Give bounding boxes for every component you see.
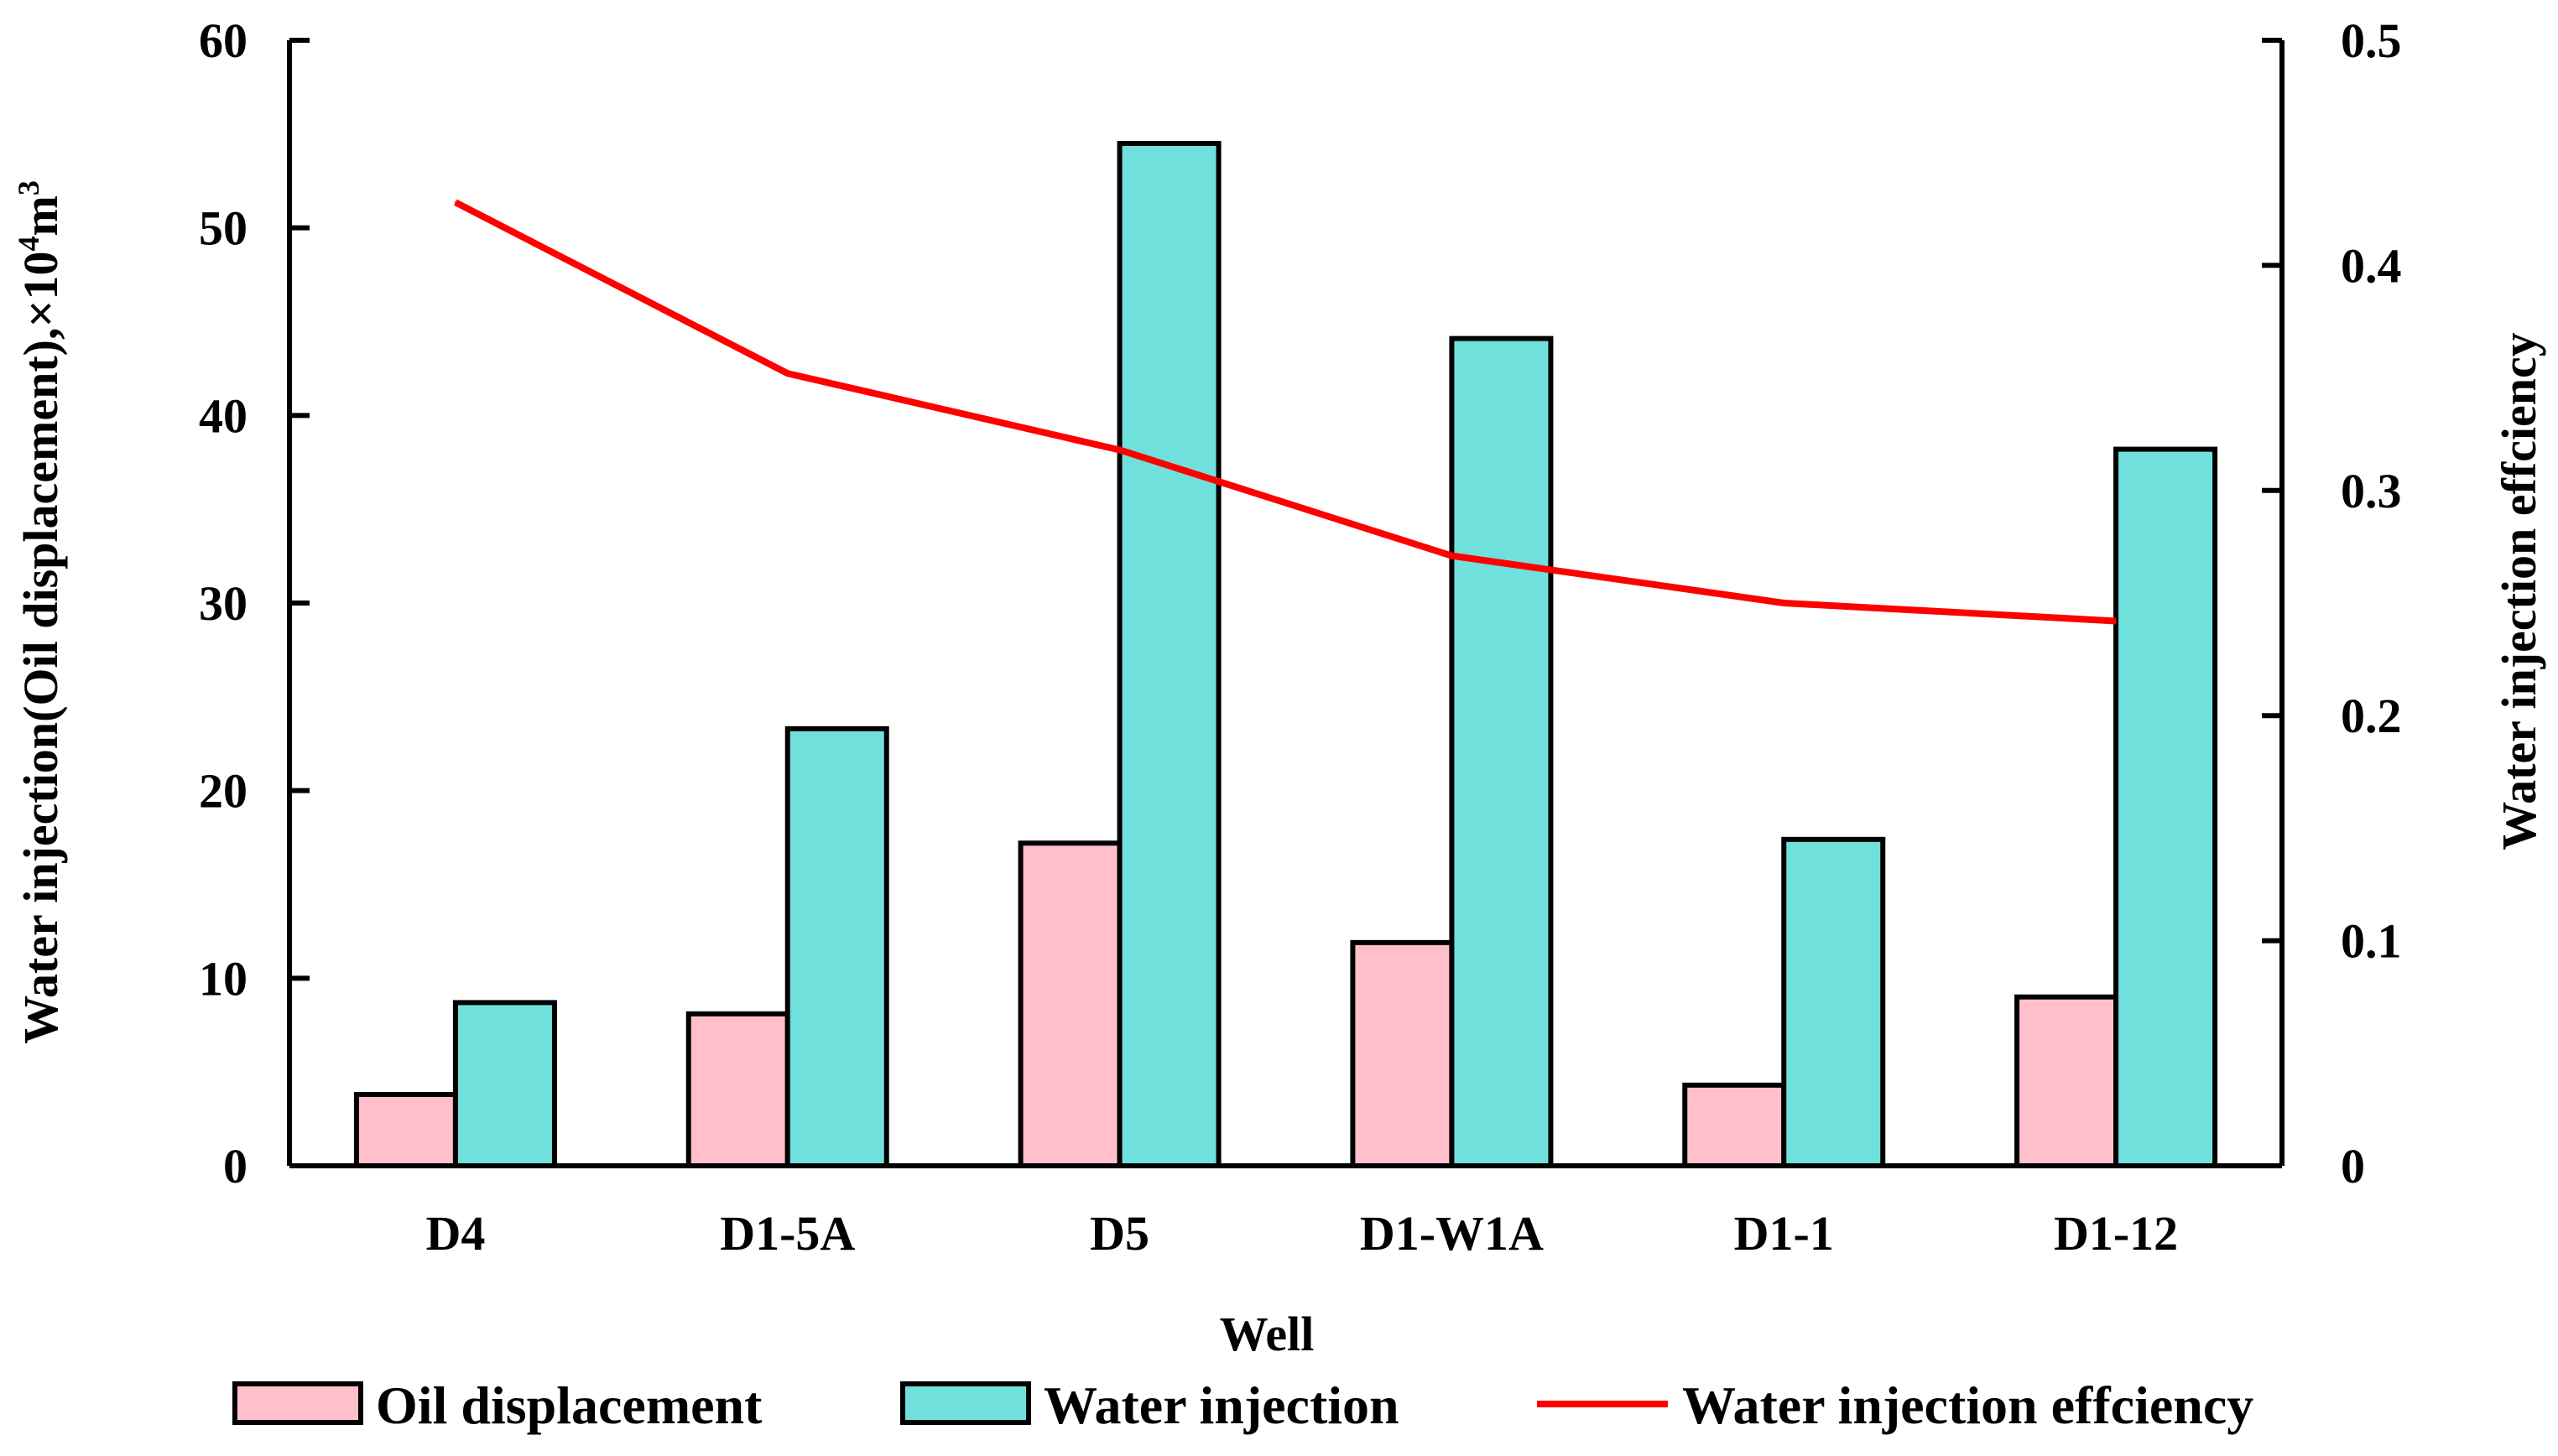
y-axis-title: Water injection(Oil displacement),×104m3 — [12, 180, 68, 1044]
labels-layer: D4 D1-5A D5 D1-W1A D1-1 D1-12 0 10 20 30 40 50 60 0 0.… — [199, 13, 2402, 1261]
series-line-water-injection-effciency — [454, 199, 2117, 625]
x-tick-label: D4 — [425, 1206, 485, 1261]
y2-tick-label: 0.1 — [2341, 914, 2402, 969]
x-tick-label: D1-W1A — [1360, 1206, 1544, 1261]
bars-layer — [353, 141, 2218, 1169]
y-tick-label: 40 — [199, 388, 247, 443]
bar-oil-displacement-d1-12 — [2014, 994, 2119, 1168]
series-point-water-injection-effciency — [1451, 554, 1453, 557]
y-axis-title-unit-sup: 3 — [12, 180, 45, 195]
bar-oil-displacement-d4 — [353, 1092, 458, 1169]
x-tick-label: D1-1 — [1734, 1206, 1834, 1261]
bar-oil-displacement-d1-w1a — [1350, 939, 1455, 1168]
bar-water-injection-d5 — [1117, 141, 1222, 1168]
series-point-water-injection-effciency — [2115, 620, 2118, 622]
y-tick-label: 20 — [199, 764, 247, 819]
legend-swatch-water-injection — [900, 1381, 1031, 1425]
bar-water-injection-d1-5a — [784, 725, 889, 1168]
bar-water-injection-d1-w1a — [1449, 335, 1554, 1168]
y2-axis-title: Water injection effciency — [2492, 332, 2546, 850]
y-tick-label: 0 — [223, 1139, 247, 1193]
legend: Oil displacement Water injection Water i… — [232, 1375, 2253, 1435]
y2-tick-label: 0.3 — [2341, 464, 2402, 518]
axes-layer — [287, 38, 2284, 1168]
bar-oil-displacement-d1-5a — [685, 1011, 790, 1168]
legend-label-water-injection-effciency: Water injection effciency — [1682, 1375, 2253, 1435]
y-tick-label: 50 — [199, 201, 247, 256]
y-axis-title-main: Water injection(Oil displacement),×10 — [13, 251, 68, 1043]
y-tick-label: 10 — [199, 951, 247, 1006]
y2-tick-label: 0.4 — [2341, 238, 2402, 293]
bar-oil-displacement-d5 — [1018, 840, 1123, 1168]
x-tick-label: D1-12 — [2054, 1206, 2178, 1261]
x-tick-label: D5 — [1090, 1206, 1149, 1261]
x-tick-label: D1-5A — [720, 1206, 855, 1261]
y2-tick-label: 0 — [2341, 1139, 2365, 1193]
series-point-water-injection-effciency — [1118, 449, 1121, 451]
bar-water-injection-d1-12 — [2113, 446, 2218, 1168]
legend-label-oil-displacement: Oil displacement — [376, 1375, 763, 1435]
series-point-water-injection-effciency — [1783, 602, 1785, 604]
bar-water-injection-d1-1 — [1781, 836, 1886, 1168]
y-tick-label: 30 — [199, 576, 247, 631]
series-point-water-injection-effciency — [454, 201, 456, 204]
y-axis-title-unit: m — [13, 195, 68, 236]
y2-tick-label: 0.2 — [2341, 689, 2402, 743]
legend-swatch-oil-displacement — [232, 1381, 363, 1425]
bar-water-injection-d4 — [452, 1000, 557, 1169]
bar-oil-displacement-d1-1 — [1682, 1082, 1787, 1169]
y-tick-label: 60 — [199, 13, 247, 68]
x-axis-title: Well — [1220, 1307, 1315, 1361]
y-axis-title-sup: 4 — [12, 236, 45, 251]
line-layer — [454, 199, 2118, 625]
series-point-water-injection-effciency — [786, 372, 789, 375]
legend-label-water-injection: Water injection — [1044, 1375, 1399, 1435]
y2-tick-label: 0.5 — [2341, 13, 2402, 68]
